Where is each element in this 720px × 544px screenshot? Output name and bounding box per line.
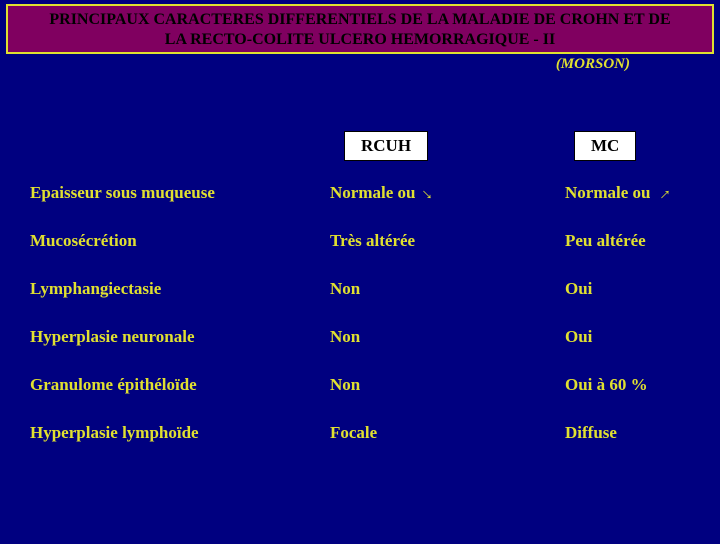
column-header-rcuh: RCUH xyxy=(344,131,428,161)
feature-cell: Granulome épithéloïde xyxy=(30,375,330,395)
table-row: Granulome épithéloïdeNonOui à 60 % xyxy=(30,375,696,395)
mc-cell: Oui xyxy=(565,279,696,299)
title-line-1: PRINCIPAUX CARACTERES DIFFERENTIELS DE L… xyxy=(12,10,708,30)
rcuh-cell: Non xyxy=(330,327,565,347)
rcuh-cell: Non xyxy=(330,279,565,299)
feature-cell: Lymphangiectasie xyxy=(30,279,330,299)
table-row: Hyperplasie lymphoïdeFocaleDiffuse xyxy=(30,423,696,443)
rcuh-cell: Normale ou → xyxy=(330,183,565,203)
comparison-table: Epaisseur sous muqueuseNormale ou →Norma… xyxy=(0,183,720,443)
title-source: (MORSON) xyxy=(0,56,720,73)
title-box: PRINCIPAUX CARACTERES DIFFERENTIELS DE L… xyxy=(6,4,714,54)
table-row: Epaisseur sous muqueuseNormale ou →Norma… xyxy=(30,183,696,203)
mc-cell: Diffuse xyxy=(565,423,696,443)
feature-cell: Hyperplasie lymphoïde xyxy=(30,423,330,443)
mc-cell: Oui xyxy=(565,327,696,347)
feature-cell: Epaisseur sous muqueuse xyxy=(30,183,330,203)
column-headers: RCUH MC xyxy=(0,123,720,183)
rcuh-cell: Non xyxy=(330,375,565,395)
arrow-down-icon: → xyxy=(415,180,441,206)
mc-cell: Oui à 60 % xyxy=(565,375,696,395)
table-row: MucosécrétionTrès altéréePeu altérée xyxy=(30,231,696,251)
table-row: LymphangiectasieNonOui xyxy=(30,279,696,299)
mc-cell: Normale ou → xyxy=(565,183,696,203)
title-line-2: LA RECTO-COLITE ULCERO HEMORRAGIQUE - II xyxy=(12,30,708,50)
mc-cell: Peu altérée xyxy=(565,231,696,251)
arrow-up-icon: → xyxy=(650,180,676,206)
column-header-mc: MC xyxy=(574,131,636,161)
rcuh-cell: Très altérée xyxy=(330,231,565,251)
feature-cell: Mucosécrétion xyxy=(30,231,330,251)
feature-cell: Hyperplasie neuronale xyxy=(30,327,330,347)
table-row: Hyperplasie neuronaleNonOui xyxy=(30,327,696,347)
rcuh-cell: Focale xyxy=(330,423,565,443)
